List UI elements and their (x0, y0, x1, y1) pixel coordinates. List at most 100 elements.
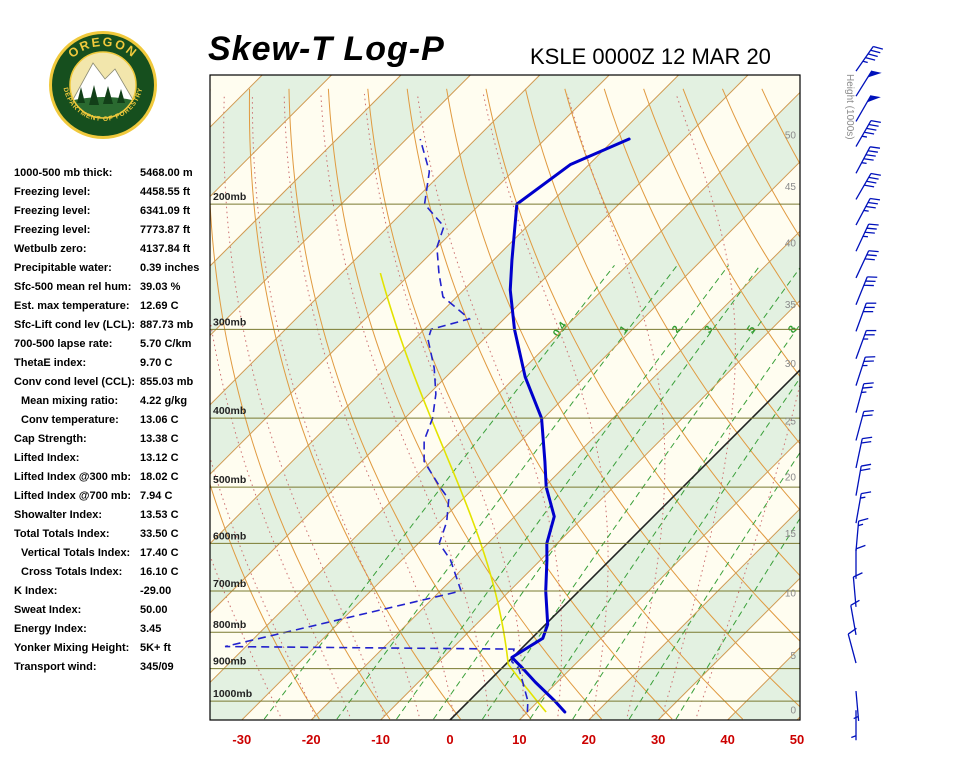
panel-row: Freezing level: 6341.09 ft (10, 202, 215, 221)
wind-barb (855, 250, 879, 279)
wind-barb (855, 382, 874, 413)
pressure-label: 300mb (213, 316, 246, 328)
panel-row: Mean mixing ratio: 4.22 g/kg (10, 392, 215, 411)
chart-border (209, 74, 801, 721)
temp-axis-label: -10 (371, 732, 390, 747)
panel-row-value: 0.39 inches (140, 262, 200, 274)
panel-row-label: Cap Strength: (14, 433, 87, 445)
logo-tree (77, 87, 85, 103)
panel-row-label: Vertical Totals Index: (21, 547, 131, 559)
panel-row: Sweat Index: 50.00 (10, 601, 215, 620)
panel-row: Total Totals Index: 33.50 C (10, 525, 215, 544)
wind-barb (855, 463, 872, 496)
panel-row-label: Sfc-500 mean rel hum: (14, 281, 132, 293)
isobar-grid (210, 203, 800, 702)
height-tick-label: 40 (785, 239, 797, 250)
panel-row-value: 887.73 mb (140, 319, 194, 331)
panel-row: Cross Totals Index: 16.10 C (10, 563, 215, 582)
panel-row: Sfc-Lift cond lev (LCL): 887.73 mb (10, 316, 215, 335)
panel-row-label: Lifted Index @300 mb: (14, 471, 132, 483)
temp-axis-label: 40 (720, 732, 734, 747)
panel-row-label: Showalter Index: (14, 509, 103, 521)
panel-row-value: 13.06 C (140, 414, 179, 426)
panel-row-label: Freezing level: (14, 186, 91, 198)
panel-row-value: 9.70 C (140, 357, 173, 369)
panel-row-label: Precipitable water: (14, 262, 112, 274)
pressure-label: 900mb (213, 656, 246, 668)
wind-barb (851, 710, 857, 741)
wind-barb (855, 544, 866, 579)
height-tick-label: 5 (790, 651, 796, 662)
panel-row-label: Freezing level: (14, 205, 91, 217)
panel-row-value: 39.03 % (140, 281, 181, 293)
wind-barb (855, 223, 879, 252)
height-tick-label: 35 (785, 300, 797, 311)
height-scale-title: Height (1000s) (844, 74, 855, 140)
pressure-label: 800mb (213, 619, 246, 631)
wind-barb (855, 95, 881, 122)
panel-row-value: 3.45 (140, 623, 162, 635)
wind-barb (855, 276, 878, 305)
panel-row-value: 7.94 C (140, 490, 173, 502)
moist-adiabats (210, 93, 800, 717)
panel-row: Yonker Mixing Height: 5K+ ft (10, 639, 215, 658)
panel-row: Vertical Totals Index: 17.40 C (10, 544, 215, 563)
panel-row-value: 5468.00 m (140, 167, 193, 179)
panel-row: Showalter Index: 13.53 C (10, 506, 215, 525)
wind-barb (855, 45, 884, 72)
indices-panel: 1000-500 mb thick: 5468.00 m Freezing leve… (10, 164, 215, 677)
panel-row-label: Total Totals Index: (14, 528, 110, 540)
height-tick-label: 0 (790, 705, 796, 716)
wind-barb (855, 119, 881, 147)
panel-row: Conv cond level (CCL): 855.03 mb (10, 373, 215, 392)
panel-row: Conv temperature: 13.06 C (10, 411, 215, 430)
panel-row-value: 13.53 C (140, 509, 179, 521)
temp-axis-label: 50 (790, 732, 804, 747)
panel-row-value: 5K+ ft (140, 642, 171, 654)
height-tick-label: 45 (785, 182, 797, 193)
panel-row-value: 33.50 C (140, 528, 179, 540)
panel-row-label: Est. max temperature: (14, 300, 130, 312)
wind-barb (855, 302, 877, 332)
panel-row-label: Energy Index: (14, 623, 87, 635)
panel-row: 700-500 lapse rate: 5.70 C/km (10, 335, 215, 354)
panel-row-label: K Index: (14, 585, 58, 597)
panel-row: 1000-500 mb thick: 5468.00 m (10, 164, 215, 183)
height-scale: 0 5 10 15 20 25 30 35 40 45 50 Height (1000s) (785, 74, 855, 716)
height-tick-label: 15 (785, 529, 797, 540)
panel-row-label: Sweat Index: (14, 604, 82, 616)
wind-barb (855, 491, 872, 524)
panel-row-value: 4.22 g/kg (140, 395, 188, 407)
panel-row: Energy Index: 3.45 (10, 620, 215, 639)
panel-row-label: Conv temperature: (21, 414, 119, 426)
panel-row: Wetbulb zero: 4137.84 ft (10, 240, 215, 259)
panel-row: K Index: -29.00 (10, 582, 215, 601)
panel-row: Transport wind: 345/09 (10, 658, 215, 677)
panel-row: Freezing level: 7773.87 ft (10, 221, 215, 240)
temp-axis-label: 20 (582, 732, 596, 747)
panel-row-label: Cross Totals Index: (21, 566, 123, 578)
panel-row: Cap Strength: 13.38 C (10, 430, 215, 449)
height-tick-label: 50 (785, 131, 797, 142)
panel-row-label: Yonker Mixing Height: (14, 642, 130, 654)
panel-row-value: 7773.87 ft (140, 224, 191, 236)
panel-row: Lifted Index @700 mb: 7.94 C (10, 487, 215, 506)
height-tick-label: 25 (785, 417, 797, 428)
panel-row-value: 13.12 C (140, 452, 179, 464)
panel-row-label: Lifted Index: (14, 452, 80, 464)
pressure-label: 200mb (213, 191, 246, 203)
panel-row: Lifted Index: 13.12 C (10, 449, 215, 468)
pressure-label: 600mb (213, 530, 246, 542)
parcel-line (379, 272, 547, 713)
panel-row: Sfc-500 mean rel hum: 39.03 % (10, 278, 215, 297)
panel-row-value: 855.03 mb (140, 376, 194, 388)
panel-row-label: Mean mixing ratio: (21, 395, 119, 407)
panel-row-value: 345/09 (140, 661, 174, 673)
panel-row-value: 13.38 C (140, 433, 179, 445)
panel-row-label: Lifted Index @700 mb: (14, 490, 132, 502)
wind-barb (847, 627, 857, 664)
panel-row: Lifted Index @300 mb: 18.02 C (10, 468, 215, 487)
pressure-label: 1000mb (213, 688, 252, 700)
panel-row-label: 1000-500 mb thick: (14, 167, 113, 179)
panel-row-value: 4458.55 ft (140, 186, 191, 198)
